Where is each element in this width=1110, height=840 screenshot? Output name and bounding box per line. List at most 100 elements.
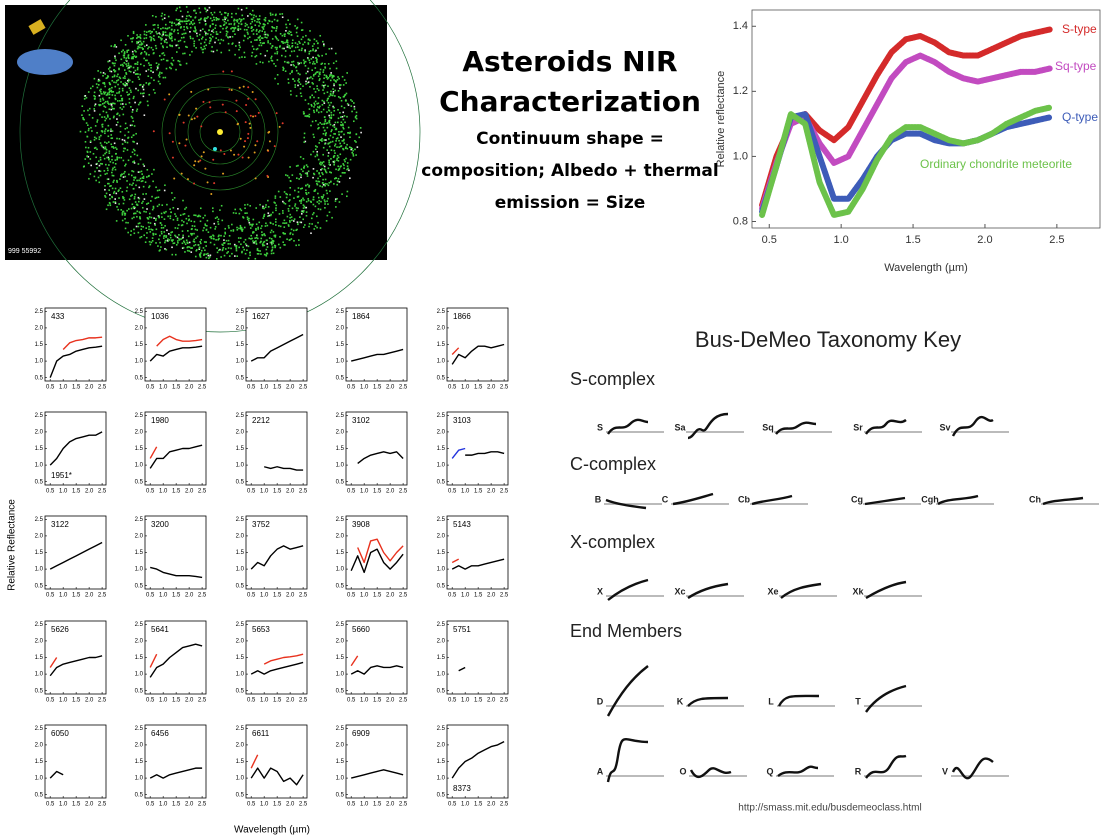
asteroid-dot (329, 134, 332, 137)
asteroid-dot (233, 243, 236, 246)
asteroid-dot (328, 104, 331, 107)
asteroid-dot (279, 196, 282, 198)
asteroid-dot (174, 234, 176, 237)
visible-spectrum-line (62, 336, 103, 350)
asteroid-dot (247, 33, 249, 35)
asteroid-dot (173, 197, 176, 199)
asteroid-dot (307, 115, 310, 117)
asteroid-dot (141, 173, 143, 175)
y-tick-label: 1.0 (336, 567, 345, 573)
asteroid-dot (272, 223, 274, 225)
asteroid-dot (200, 42, 202, 45)
asteroid-dot (289, 180, 292, 183)
asteroid-dot (266, 246, 269, 248)
x-tick-label: 2.5 (399, 489, 408, 495)
asteroid-dot (246, 31, 249, 34)
asteroid-dot (274, 197, 277, 199)
asteroid-dot (150, 66, 152, 69)
asteroid-dot (352, 120, 355, 123)
asteroid-dot (305, 80, 307, 83)
asteroid-dot (278, 224, 280, 227)
asteroid-dot (288, 32, 290, 35)
asteroid-dot (129, 89, 132, 92)
asteroid-dot (88, 114, 91, 116)
nea-dot (207, 88, 210, 91)
asteroid-dot (158, 216, 160, 219)
asteroid-dot (294, 86, 297, 88)
asteroid-dot (121, 219, 124, 222)
y-tick-label: 1.5 (135, 655, 144, 661)
asteroid-dot (329, 74, 332, 76)
asteroid-dot (312, 61, 315, 63)
y-tick-label: 2.0 (35, 325, 44, 331)
asteroid-dot (318, 172, 320, 174)
asteroid-dot (167, 15, 170, 18)
asteroid-dot (138, 186, 141, 189)
asteroid-dot (197, 244, 200, 246)
spectrum-line (351, 348, 404, 362)
asteroid-dot (287, 19, 289, 22)
asteroid-dot (122, 49, 124, 51)
asteroid-dot (318, 126, 320, 129)
x-tick-label: 2.5 (1049, 234, 1064, 246)
asteroid-dot (302, 59, 305, 61)
asteroid-dot (206, 33, 209, 35)
asteroid-dot (305, 193, 308, 196)
asteroid-dot (321, 99, 324, 102)
asteroid-dot (317, 42, 319, 44)
asteroid-dot (271, 20, 273, 23)
asteroid-dot (287, 210, 290, 212)
asteroid-dot (313, 73, 315, 76)
asteroid-dot (136, 68, 139, 71)
asteroid-dot (292, 229, 295, 232)
asteroid-dot (243, 28, 246, 31)
asteroid-dot (194, 27, 196, 30)
asteroid-dot (207, 231, 210, 233)
asteroid-dot (94, 125, 97, 127)
asteroid-dot (121, 173, 123, 176)
asteroid-dot (351, 148, 354, 150)
asteroid-dot (114, 94, 116, 97)
asteroid-dot (133, 176, 135, 179)
asteroid-dot (115, 46, 118, 48)
asteroid-dot (173, 29, 176, 31)
asteroid-dot (155, 233, 157, 235)
asteroid-dot (126, 186, 129, 189)
asteroid-dot (291, 207, 294, 210)
asteroid-dot (180, 224, 183, 227)
asteroid-dot (341, 123, 344, 125)
nea-dot (223, 153, 226, 156)
x-tick-label: 2.0 (85, 489, 94, 495)
asteroid-dot (323, 129, 326, 132)
asteroid-dot (334, 80, 337, 82)
asteroid-dot (287, 32, 289, 34)
asteroid-dot (215, 17, 218, 19)
asteroid-dot (163, 234, 166, 237)
asteroid-dot (312, 196, 315, 198)
asteroid-dot (168, 36, 171, 39)
asteroid-dot (178, 237, 180, 240)
spectrum-line (759, 104, 1053, 218)
asteroid-dot (257, 249, 260, 252)
asteroid-dot (266, 224, 269, 227)
asteroid-dot (320, 139, 323, 141)
asteroid-dot (334, 200, 337, 202)
asteroid-dot (263, 33, 266, 36)
asteroid-dot (114, 97, 117, 100)
x-tick-label: 2.0 (185, 489, 194, 495)
asteroid-dot (105, 208, 108, 211)
asteroid-dot (237, 7, 240, 10)
nea-dot (247, 132, 250, 135)
asteroid-dot (206, 9, 209, 11)
asteroid-dot (317, 180, 319, 183)
y-tick-label: 1.0 (437, 359, 446, 365)
asteroid-dot (316, 146, 318, 148)
asteroid-dot (141, 206, 144, 209)
asteroid-dot (274, 245, 277, 247)
asteroid-dot (117, 83, 119, 86)
class-icon (689, 767, 732, 779)
asteroid-dot (141, 202, 143, 204)
asteroid-dot (303, 199, 305, 201)
asteroid-dot (131, 184, 133, 186)
asteroid-dot (255, 54, 258, 57)
